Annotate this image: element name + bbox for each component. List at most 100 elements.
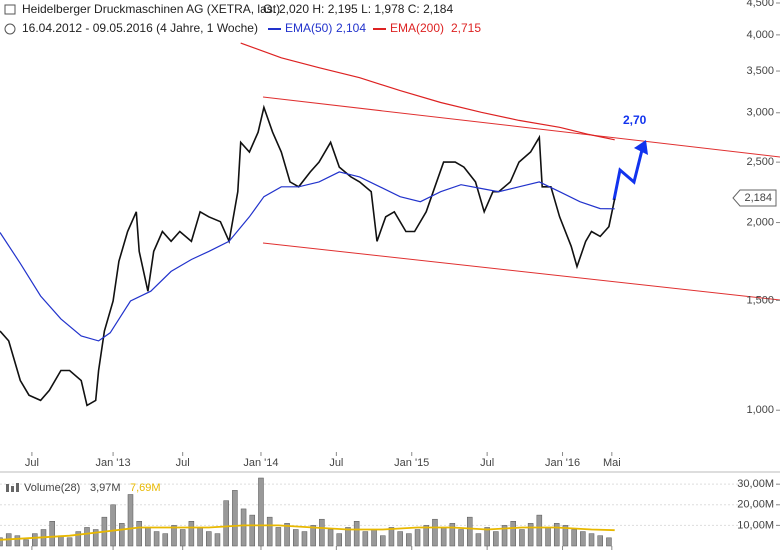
volume-bar	[493, 531, 499, 547]
badge-frame	[732, 189, 777, 207]
volume-bar	[432, 518, 438, 547]
target-annotation: 2,70	[623, 113, 647, 127]
volume-bar	[0, 537, 3, 547]
volume-bar	[606, 537, 612, 547]
chart-title: Heidelberger Druckmaschinen AG (XETRA, l…	[22, 2, 280, 16]
volume-bar	[458, 529, 464, 547]
trend-channel-upper	[262, 96, 780, 158]
x-tick-label: Jul	[25, 457, 39, 469]
volume-bar	[571, 529, 577, 547]
volume-bar	[466, 516, 473, 547]
x-tick-label: Jul	[480, 457, 494, 469]
volume-bar	[536, 514, 543, 547]
volume-bar	[406, 533, 412, 547]
volume-bar	[206, 531, 212, 547]
volume-bar	[597, 535, 603, 547]
volume-bar	[23, 539, 29, 547]
y-tick-label: 4,000	[746, 29, 774, 41]
volume-bar	[75, 531, 82, 547]
volume-bar	[310, 525, 316, 547]
y-tick-label: 3,000	[746, 107, 774, 119]
volume-average-value: 7,69M	[130, 482, 161, 494]
x-tick-label: Jan '16	[545, 457, 580, 469]
volume-bar	[223, 500, 229, 547]
volume-bar	[136, 521, 142, 547]
y-tick-label: 30,00M	[737, 478, 774, 490]
volume-bar	[301, 531, 308, 547]
x-tick-label: Jan '15	[394, 457, 429, 469]
x-tick-label: Jan '14	[243, 457, 278, 469]
volume-bar	[249, 514, 256, 547]
series-line	[0, 171, 615, 342]
volume-bar	[92, 529, 99, 547]
volume-bar	[562, 525, 569, 547]
series-line	[0, 104, 616, 407]
volume-bar	[440, 527, 447, 547]
volume-bar	[14, 535, 21, 547]
x-tick-label: Jul	[329, 457, 343, 469]
y-tick-label: 2,500	[746, 156, 774, 168]
volume-bar	[153, 531, 160, 547]
y-tick-label: 10,00M	[737, 519, 774, 531]
clock-icon	[4, 23, 16, 35]
volume-bar	[388, 527, 395, 547]
legend-label: EMA(50)	[285, 21, 332, 35]
volume-bar	[553, 523, 560, 547]
volume-bar	[188, 521, 195, 547]
volume-bar	[353, 521, 360, 547]
volume-bar	[266, 516, 273, 547]
volume-bar	[32, 533, 38, 547]
y-tick-label: 1,500	[746, 294, 774, 306]
x-tick-label: Mai	[603, 457, 621, 469]
volume-bar	[119, 523, 125, 547]
series-line	[0, 524, 615, 541]
volume-bar	[162, 533, 169, 547]
volume-bar	[580, 531, 586, 547]
volume-bar	[197, 527, 203, 547]
last-price-badge: 2,184	[732, 189, 777, 207]
volume-bar	[327, 529, 334, 547]
arrow-head	[634, 140, 648, 155]
volume-bar	[232, 490, 238, 547]
y-tick-label: 3,500	[746, 65, 774, 77]
badge-value: 2,184	[744, 192, 772, 204]
y-tick-label: 1,000	[746, 404, 774, 416]
y-tick-label: 4,500	[746, 0, 774, 9]
volume-icon	[6, 484, 9, 492]
volume-bar	[275, 527, 282, 547]
volume-bar	[58, 535, 64, 547]
volume-bar	[501, 525, 508, 547]
volume-bar	[84, 527, 90, 547]
volume-bar	[414, 529, 421, 547]
volume-bar	[362, 531, 369, 547]
series-line	[240, 42, 615, 141]
volume-bar	[371, 529, 377, 547]
volume-label: Volume(28)	[24, 482, 80, 494]
volume-bar	[449, 523, 456, 547]
volume-icon	[11, 486, 14, 492]
volume-bar	[345, 527, 351, 547]
volume-bar	[110, 504, 116, 547]
volume-bar	[336, 533, 343, 547]
volume-bar	[423, 525, 429, 547]
volume-bar	[49, 521, 55, 547]
chart-icon	[4, 4, 16, 15]
legend-value: 2,715	[451, 21, 481, 35]
volume-value: 3,97M	[90, 482, 121, 494]
volume-bar	[510, 521, 516, 547]
volume-icon	[16, 483, 19, 492]
volume-bar	[319, 518, 325, 547]
volume-bar	[293, 529, 299, 547]
volume-bar	[171, 525, 177, 547]
volume-bar	[145, 527, 151, 547]
volume-bar	[527, 523, 534, 547]
volume-header: Volume(28) 3,97M 7,69M	[6, 482, 161, 494]
x-tick-label: Jul	[176, 457, 190, 469]
ohlc: O: 2,020 H: 2,195 L: 1,978 C: 2,184	[263, 2, 453, 16]
volume-bar	[214, 533, 221, 547]
volume-bar	[258, 477, 264, 547]
volume-bar	[475, 533, 482, 547]
projection-arrow	[612, 149, 644, 201]
volume-bar	[240, 508, 247, 547]
